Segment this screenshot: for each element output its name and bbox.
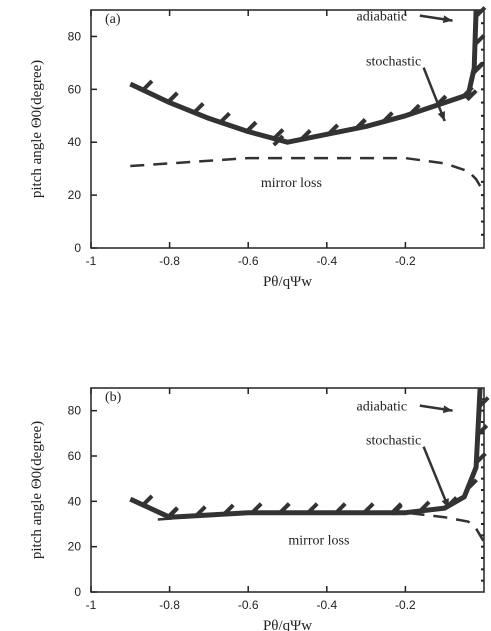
hatch-mark (272, 128, 285, 141)
hatch-mark (465, 89, 478, 102)
hatch-mark (219, 111, 231, 124)
chart-panel-0: -1 -0.8 -0.6 -0.4 -0.2 0 20 40 60 80 (a) Pθ/qΨw pitc… (29, 6, 487, 290)
hatch-mark (194, 505, 207, 518)
hatch-mark (250, 502, 263, 515)
hatch-mark (222, 503, 235, 516)
hatch-mark (278, 502, 291, 515)
arrow-head (442, 405, 453, 414)
hatch-mark (474, 6, 487, 18)
y-tick-label: 80 (68, 404, 82, 418)
annotation-label: mirror loss (261, 176, 322, 191)
stochastic-boundary-line (129, 9, 479, 145)
plot-frame (90, 387, 485, 593)
hatch-mark (327, 123, 340, 136)
y-tick-label: 40 (68, 135, 82, 149)
hatch-mark (334, 502, 347, 515)
y-tick-label: 60 (68, 449, 82, 463)
x-axis-label: Pθ/qΨw (263, 274, 312, 290)
hatch-mark (477, 396, 490, 409)
annotation-arrow (422, 67, 446, 122)
hatch-mark (418, 500, 431, 513)
y-tick-label: 20 (68, 188, 82, 202)
hatch-mark (354, 118, 367, 131)
hatch-mark (141, 79, 154, 92)
chart-panel-1: -1 -0.8 -0.6 -0.4 -0.2 0 20 40 60 80 (b) Pθ/qΨw pitc… (29, 387, 490, 631)
plot-frame (90, 9, 485, 249)
hatch-mark (408, 103, 421, 116)
x-tick-label: -0.4 (316, 598, 337, 612)
annotation-label: adiabatic (357, 10, 408, 25)
x-tick-label: -1 (86, 598, 97, 612)
hatch-mark (166, 506, 179, 519)
hatch-mark (472, 62, 485, 74)
hatch-mark (474, 452, 487, 464)
x-tick-label: -0.4 (316, 254, 337, 268)
arrow-head (437, 111, 445, 122)
annotation-arrow (422, 446, 450, 509)
annotation-label: mirror loss (288, 533, 349, 548)
hatch-mark (245, 120, 258, 133)
x-tick-label: -0.2 (395, 598, 416, 612)
x-tick-label: -1 (86, 254, 97, 268)
hatch-mark (141, 494, 154, 507)
x-tick-label: -0.6 (238, 598, 259, 612)
y-axis-label: pitch angle Θ0(degree) (29, 60, 45, 198)
x-tick-label: -0.6 (238, 254, 259, 268)
mirror-loss-boundary-line (157, 511, 486, 543)
hatch-mark (166, 91, 179, 104)
x-axis-label: Pθ/qΨw (263, 618, 312, 631)
panel-label: (b) (105, 390, 122, 405)
panel-label: (a) (105, 12, 121, 27)
y-axis-label: pitch angle Θ0(degree) (29, 421, 45, 559)
y-tick-label: 80 (68, 29, 82, 43)
x-tick-label: -0.8 (159, 598, 180, 612)
hatch-mark (476, 424, 489, 436)
annotation-label: stochastic (366, 55, 421, 70)
hatch-mark (461, 85, 474, 98)
y-tick-label: 60 (68, 82, 82, 96)
hatch-mark (381, 111, 394, 124)
y-tick-label: 40 (68, 494, 82, 508)
hatch-mark (306, 502, 319, 515)
annotation-label: adiabatic (357, 400, 408, 415)
hatch-mark (299, 129, 312, 141)
x-tick-label: -0.2 (395, 254, 416, 268)
annotation-label: stochastic (366, 434, 421, 449)
hatch-mark (446, 496, 458, 508)
hatch-mark (466, 478, 478, 491)
arrow-head (441, 498, 449, 509)
y-tick-label: 0 (74, 241, 81, 255)
y-tick-label: 20 (68, 540, 82, 554)
hatch-mark (473, 34, 486, 46)
y-tick-label: 0 (74, 585, 81, 599)
arrow-head (442, 15, 453, 24)
hatch-mark (192, 102, 205, 114)
x-tick-label: -0.8 (159, 254, 180, 268)
mirror-loss-boundary-line (130, 156, 486, 194)
hatch-mark (362, 502, 375, 515)
hatch-mark (272, 134, 285, 147)
